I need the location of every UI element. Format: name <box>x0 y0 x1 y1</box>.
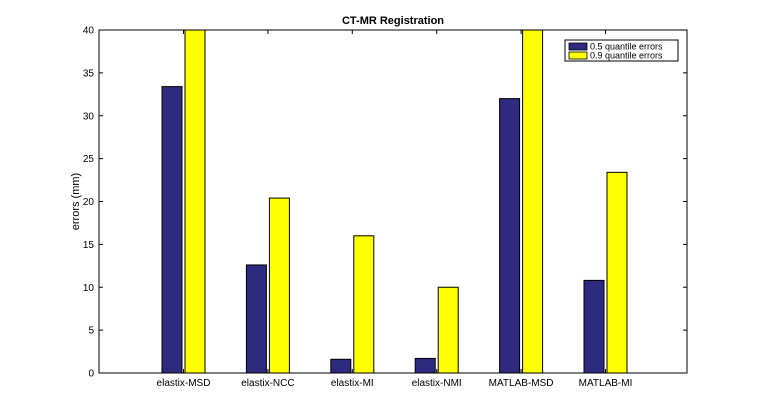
x-tick-label: elastix-NMI <box>412 378 462 389</box>
y-tick-label: 15 <box>83 240 95 251</box>
legend-label: 0.9 quantile errors <box>590 51 663 61</box>
bar-q05 <box>414 357 436 374</box>
legend-swatch <box>568 42 588 51</box>
y-tick-label: 25 <box>83 154 95 165</box>
bar-q05 <box>330 358 352 374</box>
y-axis-label: errors (mm) <box>70 173 82 230</box>
x-axis-ticks: elastix-MSD elastix-NCC elastix-MI elastix-… <box>157 30 633 389</box>
bar-q05 <box>583 279 605 374</box>
y-tick-label: 40 <box>83 26 95 37</box>
x-tick-label: MATLAB-MI <box>579 378 633 389</box>
x-tick-label: MATLAB-MSD <box>489 378 554 389</box>
bars-group <box>161 29 628 374</box>
bar-q09 <box>268 197 290 374</box>
y-tick-label: 5 <box>88 326 94 337</box>
bar-q05 <box>245 264 267 374</box>
bar-q05 <box>161 86 183 374</box>
bar-q09 <box>184 29 206 374</box>
bar-q09 <box>606 171 628 374</box>
legend-swatch <box>568 51 588 60</box>
chart-title: CT-MR Registration <box>342 15 444 27</box>
y-tick-label: 10 <box>83 283 95 294</box>
bar-q09 <box>522 29 544 374</box>
y-tick-label: 30 <box>83 111 95 122</box>
x-tick-label: elastix-MSD <box>157 378 211 389</box>
y-tick-label: 0 <box>88 369 94 380</box>
x-tick-label: elastix-NCC <box>241 378 294 389</box>
x-tick-label: elastix-MI <box>331 378 374 389</box>
bar-q09 <box>353 235 375 374</box>
legend-label: 0.5 quantile errors <box>590 42 663 52</box>
y-tick-label: 20 <box>83 197 95 208</box>
bar-q05 <box>499 98 521 374</box>
legend-box <box>564 39 679 62</box>
y-axis-ticks: 0 5 10 15 20 25 30 35 40 <box>83 26 687 380</box>
bar-q09 <box>437 286 459 374</box>
y-tick-label: 35 <box>83 68 95 79</box>
